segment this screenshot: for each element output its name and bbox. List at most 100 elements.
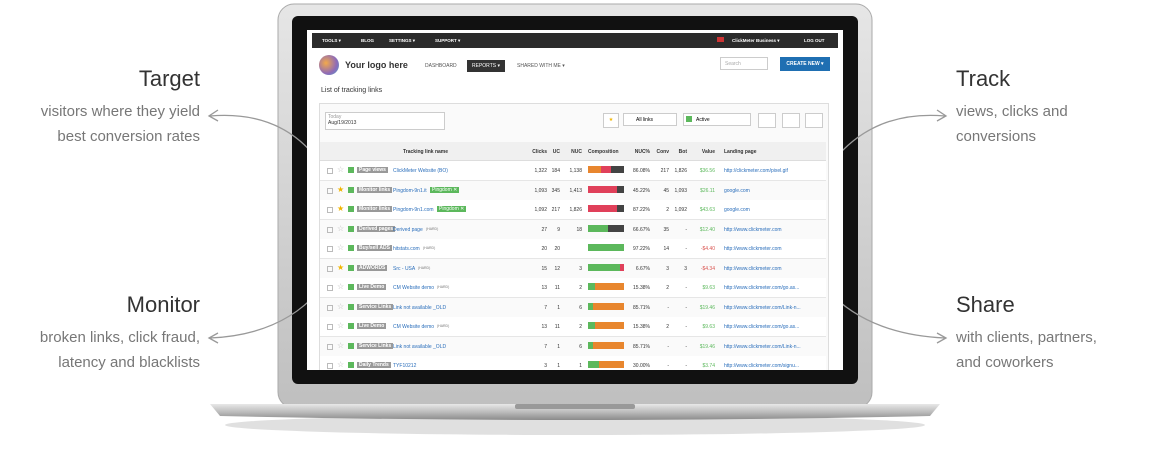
column-header[interactable]: Composition bbox=[588, 149, 619, 155]
nav-bar bbox=[312, 33, 838, 48]
tab[interactable]: DASHBOARD bbox=[425, 63, 457, 69]
tab[interactable]: REPORTS ▾ bbox=[467, 60, 505, 72]
composition-segment bbox=[595, 283, 624, 290]
links-filter[interactable]: All links bbox=[623, 113, 677, 126]
checkbox[interactable] bbox=[327, 343, 333, 350]
star[interactable]: ★ bbox=[337, 204, 345, 213]
column-header[interactable]: Value bbox=[701, 149, 715, 155]
tool-button[interactable] bbox=[805, 113, 823, 128]
tab[interactable]: SHARED WITH ME ▾ bbox=[517, 63, 565, 69]
cell: - bbox=[685, 324, 687, 330]
column-header[interactable]: Tracking link name bbox=[403, 149, 449, 155]
column-header[interactable]: NUC bbox=[571, 149, 582, 155]
landing-page[interactable]: http://www.clickmeter.com bbox=[724, 265, 782, 272]
cell: - bbox=[667, 304, 669, 311]
search-box[interactable]: Search bbox=[720, 57, 768, 70]
table-header bbox=[320, 142, 826, 161]
tool-button[interactable] bbox=[758, 113, 776, 128]
cell: 1,826 bbox=[569, 207, 582, 213]
cell: 3 bbox=[579, 265, 582, 272]
link-note: (HARD) bbox=[437, 324, 450, 328]
status-icon bbox=[686, 116, 692, 122]
checkbox[interactable] bbox=[327, 207, 333, 213]
landing-page[interactable]: http://clickmeter.com/pixel.gif bbox=[724, 168, 788, 174]
column-header[interactable]: Bot bbox=[678, 149, 687, 155]
nav-logout[interactable]: LOG OUT bbox=[804, 38, 825, 43]
link-name[interactable]: Link not available _OLD bbox=[393, 304, 447, 311]
create-button[interactable]: CREATE NEW ▾ bbox=[780, 57, 830, 71]
star[interactable]: ☆ bbox=[337, 360, 345, 369]
landing-page[interactable]: http://www.clickmeter.com bbox=[724, 246, 782, 252]
landing-page[interactable]: http://www.clickmeter.com/Link-n... bbox=[724, 304, 801, 311]
link-name[interactable]: hitstats.com bbox=[393, 246, 420, 252]
link-name[interactable]: TYF10212 bbox=[393, 363, 417, 369]
badge: Pingdom ✕ bbox=[437, 206, 467, 212]
cell: - bbox=[667, 343, 669, 350]
landing-page[interactable]: http://www.clickmeter.com/go.as... bbox=[724, 285, 800, 291]
star[interactable]: ☆ bbox=[337, 321, 345, 330]
cell: -$4.40 bbox=[700, 246, 715, 252]
cell: 20 bbox=[554, 246, 560, 252]
landing-page[interactable]: google.com bbox=[724, 187, 750, 194]
checkbox[interactable] bbox=[327, 304, 333, 311]
nav-item[interactable]: SUPPORT ▾ bbox=[435, 38, 461, 43]
composition-segment bbox=[588, 302, 594, 310]
checkbox[interactable] bbox=[327, 168, 333, 174]
cell: - bbox=[685, 304, 687, 311]
composition-segment bbox=[588, 244, 624, 251]
composition-segment bbox=[593, 341, 624, 349]
tag: ADWORDS bbox=[357, 264, 388, 271]
date-value[interactable]: Aug/19/2013 bbox=[328, 120, 357, 126]
star[interactable]: ☆ bbox=[337, 243, 345, 252]
landing-page[interactable]: http://www.clickmeter.com bbox=[724, 226, 782, 233]
status-icon bbox=[348, 284, 354, 290]
landing-page[interactable]: http://www.clickmeter.com/go.as... bbox=[724, 324, 800, 330]
link-name[interactable]: CM Website demo bbox=[393, 285, 435, 291]
nav-account[interactable]: ClickMeter Business ▾ bbox=[732, 38, 780, 43]
column-header[interactable]: Conv bbox=[656, 149, 670, 155]
star[interactable]: ☆ bbox=[337, 340, 345, 350]
column-header[interactable]: Clicks bbox=[532, 149, 547, 155]
link-name[interactable]: Derived page bbox=[393, 226, 423, 233]
column-header[interactable]: Landing page bbox=[724, 149, 757, 155]
link-name[interactable]: Src - USA bbox=[393, 265, 416, 272]
checkbox[interactable] bbox=[327, 324, 333, 330]
link-name[interactable]: Pingdom-9n1.com bbox=[393, 207, 434, 213]
checkbox[interactable] bbox=[327, 285, 333, 291]
landing-page[interactable]: google.com bbox=[724, 207, 750, 213]
tool-button[interactable] bbox=[782, 113, 800, 128]
cell: 7 bbox=[544, 304, 547, 311]
checkbox[interactable] bbox=[327, 265, 333, 272]
composition-segment bbox=[616, 205, 624, 212]
link-note: (HARD) bbox=[418, 265, 431, 270]
checkbox[interactable] bbox=[327, 187, 333, 194]
callout-title: Share bbox=[956, 292, 1015, 317]
checkbox[interactable] bbox=[327, 363, 333, 369]
link-name[interactable]: ClickMeter Website (BO) bbox=[393, 168, 448, 174]
star[interactable]: ☆ bbox=[337, 301, 345, 311]
checkbox[interactable] bbox=[327, 246, 333, 252]
star[interactable]: ☆ bbox=[337, 165, 345, 174]
cell: 1 bbox=[557, 343, 560, 350]
nav-item[interactable]: BLOG bbox=[361, 38, 374, 43]
column-header[interactable]: NUC% bbox=[634, 149, 650, 155]
link-name[interactable]: Pingdom-9n1.it bbox=[393, 187, 427, 194]
star[interactable]: ★ bbox=[337, 262, 345, 272]
link-name[interactable]: Link not available _OLD bbox=[393, 343, 447, 350]
status-filter[interactable]: Active bbox=[683, 113, 751, 126]
cell: 11 bbox=[554, 324, 560, 330]
nav-item[interactable]: TOOLS ▾ bbox=[322, 38, 341, 43]
cell: 7 bbox=[544, 343, 547, 350]
nav-item[interactable]: SETTINGS ▾ bbox=[389, 38, 416, 43]
column-header[interactable]: UC bbox=[552, 149, 560, 155]
landing-page[interactable]: http://www.clickmeter.com/Link-n... bbox=[724, 343, 801, 350]
star[interactable]: ★ bbox=[337, 184, 345, 194]
checkbox[interactable] bbox=[327, 226, 333, 233]
star[interactable]: ☆ bbox=[337, 282, 345, 291]
link-name[interactable]: CM Website demo bbox=[393, 324, 435, 330]
tag: Live Demo bbox=[357, 284, 387, 290]
star[interactable]: ☆ bbox=[337, 223, 345, 233]
landing-page[interactable]: http://www.clickmeter.com/signu... bbox=[724, 363, 800, 369]
link-note: (HARD) bbox=[423, 246, 436, 250]
